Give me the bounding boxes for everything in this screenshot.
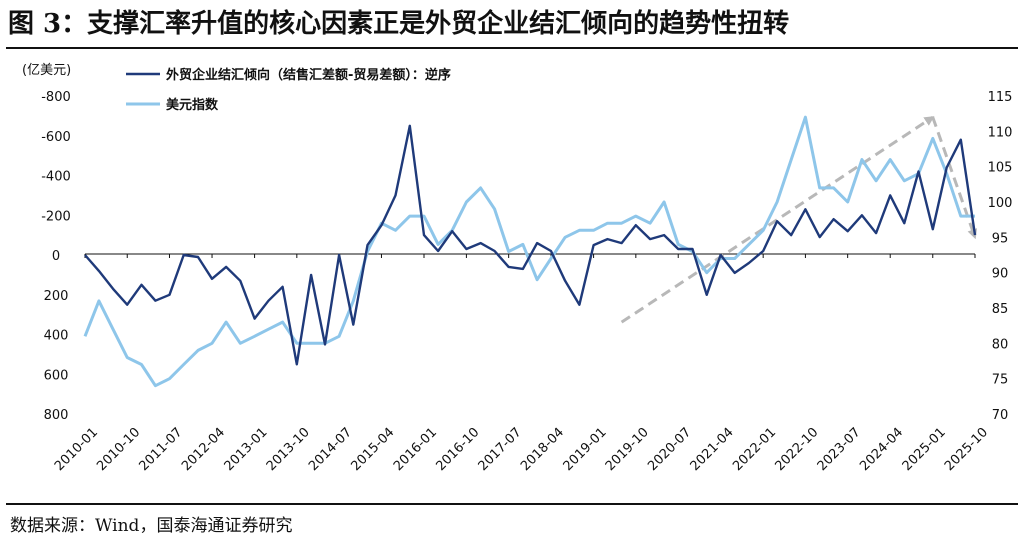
right-tick-label: 70 — [992, 408, 1009, 423]
left-tick-label: 600 — [44, 368, 69, 383]
x-tick-label: 2025-10 — [942, 425, 991, 474]
right-tick-label: 90 — [992, 267, 1009, 282]
title-underline — [6, 47, 1018, 49]
x-tick-label: 2013-10 — [264, 425, 313, 474]
x-tick-label: 2016-10 — [433, 425, 482, 474]
x-tick-label: 2017-07 — [476, 425, 525, 474]
left-tick-label: -200 — [41, 209, 71, 224]
x-tick-label: 2015-04 — [348, 425, 397, 474]
x-tick-label: 2018-04 — [518, 425, 567, 474]
left-axis-unit: (亿美元) — [22, 63, 71, 78]
x-tick-label: 2016-01 — [391, 425, 440, 474]
page-title: 图 3：支撑汇率升值的核心因素正是外贸企业结汇倾向的趋势性扭转 — [8, 9, 790, 39]
x-tick-label: 2022-01 — [730, 425, 779, 474]
x-tick-label: 2020-07 — [645, 425, 694, 474]
x-tick-label: 2019-10 — [603, 425, 652, 474]
right-tick-label: 105 — [988, 161, 1013, 176]
chart: (亿美元) -800 -600 -400 -200 0 200 400 600 800 70 75 80… — [22, 63, 1013, 474]
left-tick-label: 800 — [44, 408, 69, 423]
x-tick-label: 2025-01 — [900, 425, 949, 474]
left-tick-label: -800 — [41, 90, 71, 105]
left-tick-label: -600 — [41, 130, 71, 145]
left-tick-label: 400 — [44, 329, 69, 344]
x-tick-label: 2013-01 — [222, 425, 271, 474]
right-tick-label: 85 — [992, 302, 1009, 317]
x-tick-label: 2010-01 — [52, 425, 101, 474]
x-tick-label: 2010-10 — [94, 425, 143, 474]
legend-label-series1: 外贸企业结汇倾向（结售汇差额-贸易差额）：逆序 — [165, 67, 451, 83]
trend-arrow-2 — [931, 116, 978, 240]
source-note: 数据来源：Wind，国泰海通证券研究 — [10, 516, 293, 536]
series-line-usd-index — [83, 115, 975, 388]
legend-label-series2: 美元指数 — [166, 97, 219, 113]
x-tick-label: 2023-07 — [815, 425, 864, 474]
trend-arrows — [620, 115, 978, 324]
x-tick-label: 2012-04 — [179, 425, 228, 474]
right-tick-label: 95 — [992, 231, 1009, 246]
x-tick-label: 2014-07 — [306, 425, 355, 474]
trend-arrow-1 — [620, 115, 935, 324]
source-divider — [6, 503, 1018, 505]
left-tick-label: 200 — [44, 289, 69, 304]
left-tick-label: -400 — [41, 170, 71, 185]
x-tick-label: 2021-04 — [688, 425, 737, 474]
x-tick-label: 2019-01 — [561, 425, 610, 474]
right-tick-label: 110 — [988, 125, 1013, 140]
x-tick-label: 2024-04 — [857, 425, 906, 474]
series-layer — [83, 115, 977, 388]
left-tick-label: 0 — [52, 249, 60, 264]
x-tick-label: 2011-07 — [136, 425, 185, 474]
right-tick-label: 100 — [988, 196, 1013, 211]
right-tick-label: 80 — [992, 337, 1009, 352]
right-tick-label: 75 — [992, 373, 1009, 388]
right-tick-label: 115 — [988, 90, 1013, 105]
series-line-fx-settlement — [84, 124, 977, 366]
x-tick-label: 2022-10 — [772, 425, 821, 474]
